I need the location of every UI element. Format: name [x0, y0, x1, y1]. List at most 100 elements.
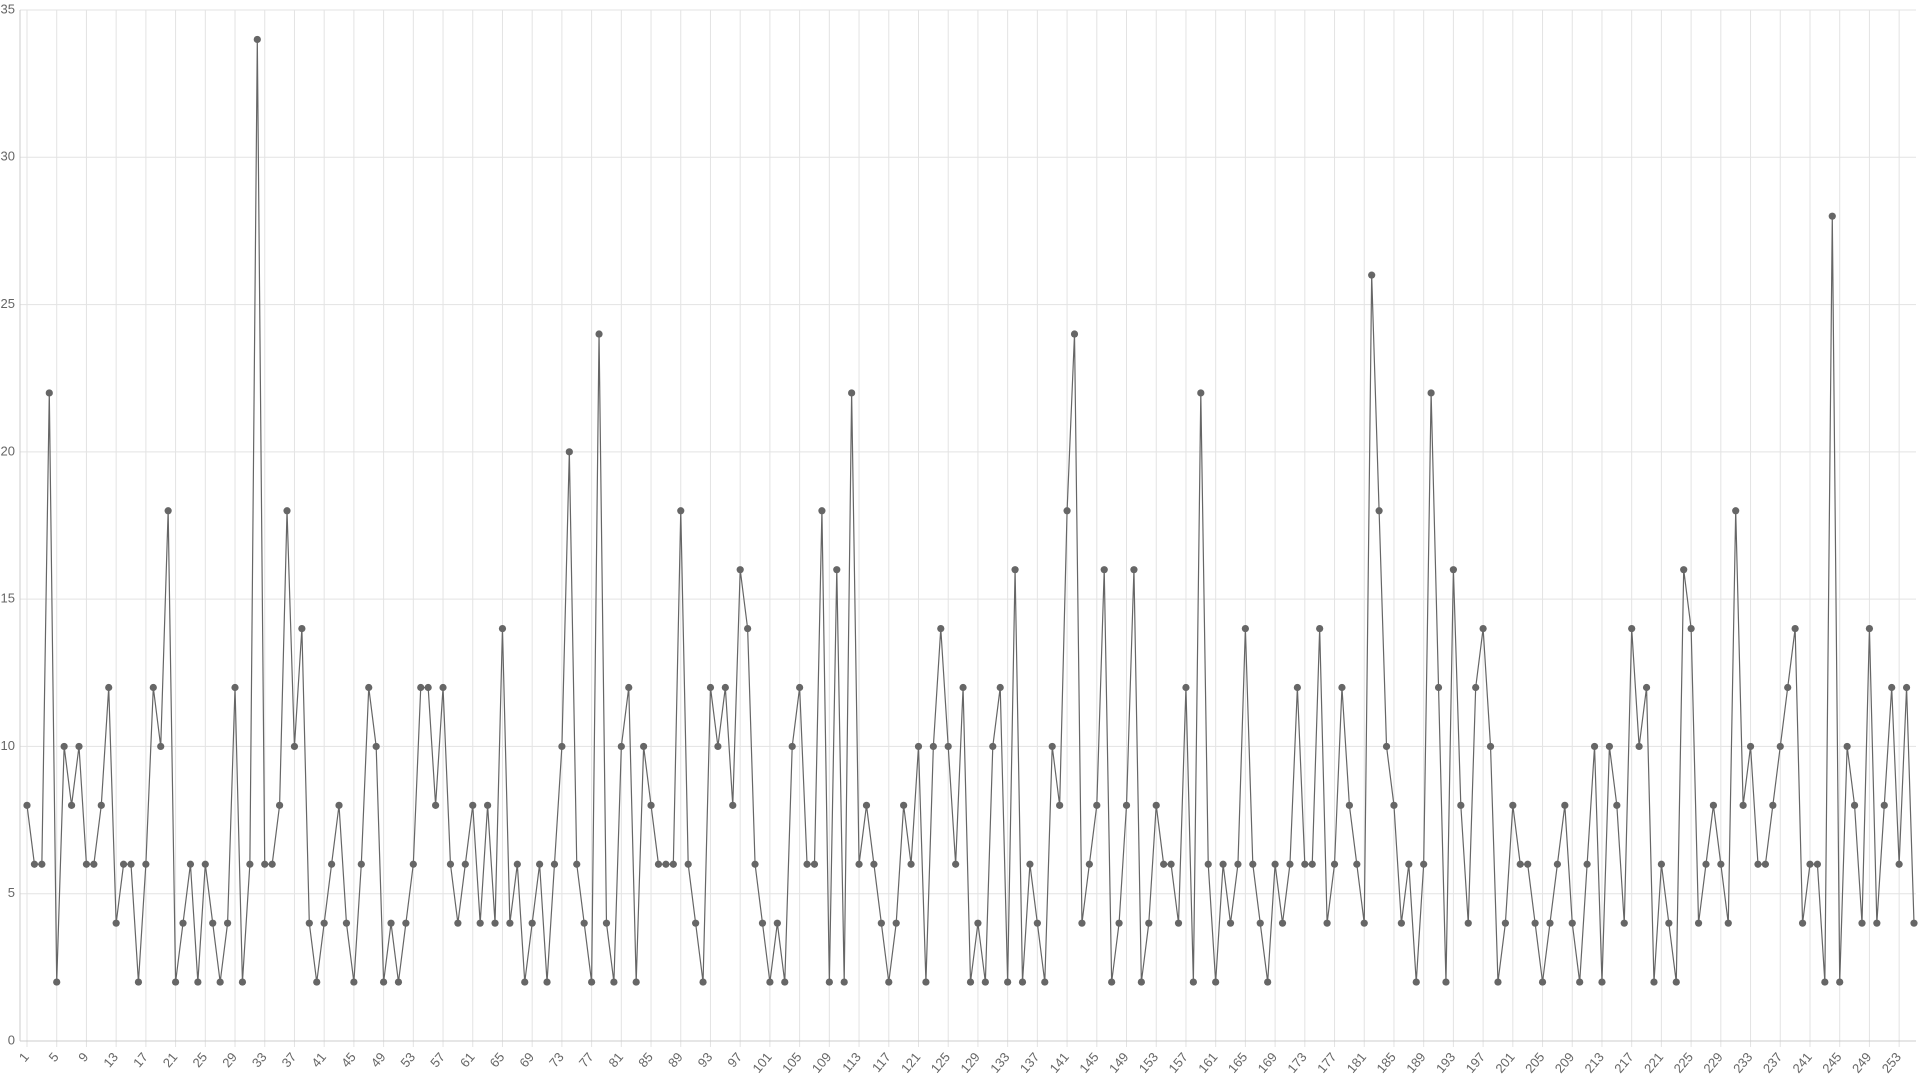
data-point — [1761, 860, 1770, 868]
data-point — [654, 860, 663, 868]
x-tick-label: 69 — [516, 1049, 537, 1070]
data-point — [342, 919, 351, 927]
data-point — [186, 860, 195, 868]
data-point — [1791, 625, 1799, 633]
x-tick-label: 249 — [1849, 1049, 1874, 1075]
data-point — [1249, 860, 1257, 868]
data-point — [1427, 389, 1435, 397]
data-point — [736, 566, 744, 574]
data-point — [1100, 566, 1108, 574]
data-point — [1836, 978, 1844, 986]
data-point — [1568, 919, 1576, 927]
data-point — [1613, 801, 1621, 809]
data-point — [1717, 860, 1725, 868]
data-line — [26, 39, 1915, 983]
x-tick-label: 213 — [1581, 1049, 1606, 1075]
data-point — [1286, 860, 1294, 868]
data-point — [781, 978, 789, 986]
data-point — [929, 742, 937, 751]
data-point — [1420, 860, 1428, 868]
data-point — [498, 625, 507, 633]
data-point — [773, 919, 781, 927]
x-tick-label: 73 — [546, 1049, 567, 1070]
data-point — [1509, 801, 1517, 809]
data-point — [981, 978, 989, 986]
data-point — [30, 860, 39, 868]
data-point — [536, 860, 544, 868]
data-point — [327, 860, 336, 868]
y-tick-label: 30 — [1, 149, 15, 164]
data-point — [1256, 919, 1264, 927]
data-point — [365, 683, 373, 692]
data-point — [840, 978, 848, 986]
data-point — [1590, 742, 1599, 751]
data-point — [1672, 978, 1680, 986]
y-tick-label: 20 — [1, 443, 15, 458]
data-point — [23, 801, 31, 809]
data-point — [1880, 801, 1888, 809]
data-point — [1620, 919, 1628, 927]
x-tick-label: 225 — [1671, 1049, 1696, 1075]
x-tick-label: 9 — [75, 1049, 91, 1064]
data-point — [1687, 625, 1695, 633]
data-point — [1382, 742, 1391, 751]
data-point — [216, 978, 224, 986]
data-point — [1628, 625, 1636, 633]
data-point — [1680, 566, 1688, 574]
data-point — [134, 978, 143, 986]
x-tick-label: 93 — [695, 1049, 716, 1070]
x-tick-label: 129 — [957, 1049, 982, 1075]
data-point — [1375, 507, 1383, 515]
data-point — [432, 801, 440, 809]
data-point — [1108, 978, 1116, 986]
data-point — [1754, 860, 1762, 868]
data-point — [1122, 801, 1131, 809]
y-tick-label: 5 — [8, 885, 15, 900]
data-point — [1189, 978, 1197, 986]
data-point — [1798, 919, 1807, 927]
data-point — [602, 919, 611, 927]
data-point — [313, 978, 321, 986]
data-point — [1665, 919, 1673, 927]
data-point — [194, 978, 202, 986]
data-point — [1390, 801, 1398, 809]
data-point — [1145, 919, 1153, 927]
data-point — [528, 919, 536, 927]
x-tick-label: 61 — [457, 1049, 478, 1070]
data-point — [1464, 919, 1472, 927]
data-point — [357, 860, 365, 868]
x-tick-label: 197 — [1463, 1049, 1488, 1075]
x-tick-label: 237 — [1760, 1049, 1785, 1075]
data-point — [617, 742, 625, 751]
x-tick-label: 97 — [724, 1049, 745, 1070]
x-tick-label: 121 — [898, 1049, 923, 1075]
data-point — [491, 919, 499, 927]
data-point — [610, 978, 618, 986]
data-point — [625, 683, 633, 692]
data-point — [1910, 919, 1918, 927]
data-point — [580, 919, 588, 927]
data-point — [1642, 683, 1651, 692]
data-point — [1561, 801, 1569, 809]
data-point — [1434, 683, 1443, 692]
data-point — [1278, 919, 1287, 927]
data-point — [1412, 978, 1420, 986]
data-point — [1828, 212, 1836, 220]
data-point — [45, 389, 53, 397]
x-tick-label: 57 — [427, 1049, 448, 1070]
data-point — [1694, 919, 1703, 927]
data-point — [640, 742, 648, 751]
data-point — [952, 860, 960, 868]
data-point — [1234, 860, 1242, 868]
data-point — [1212, 978, 1220, 986]
x-tick-label: 33 — [249, 1049, 270, 1070]
data-point — [1442, 978, 1450, 986]
data-point — [989, 742, 997, 751]
data-point — [692, 919, 700, 927]
x-tick-label: 25 — [189, 1049, 210, 1070]
data-point — [885, 978, 893, 986]
data-point — [1018, 978, 1027, 986]
data-point — [238, 978, 247, 986]
data-point — [1888, 683, 1896, 692]
data-point — [669, 860, 677, 868]
